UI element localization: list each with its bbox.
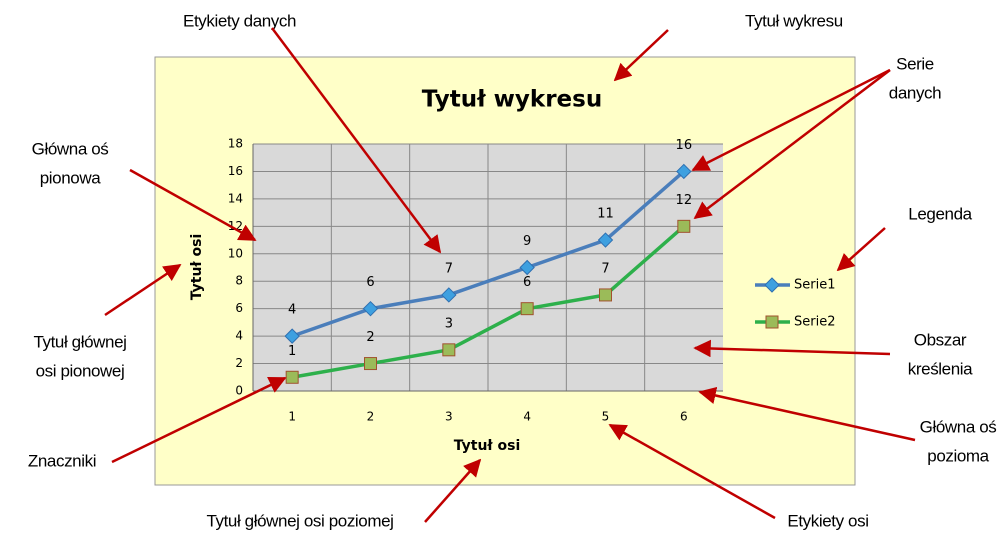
arrow	[691, 68, 891, 172]
y-tick-label: 2	[235, 356, 243, 370]
data-label: 12	[676, 193, 693, 208]
arrow	[129, 168, 257, 242]
data-marker	[677, 219, 691, 233]
annotation: Serie	[896, 54, 934, 73]
data-marker	[285, 370, 299, 384]
data-marker	[597, 232, 614, 248]
annotation: danych	[889, 83, 941, 102]
arrow	[271, 27, 442, 254]
data-label: 7	[445, 261, 453, 276]
annotation: osi pionowej	[36, 361, 125, 380]
data-marker	[599, 288, 612, 302]
y-tick-label: 6	[235, 301, 243, 315]
legend-label: Serie2	[794, 315, 835, 330]
y-tick-label: 16	[228, 164, 243, 178]
annotation: pozioma	[927, 446, 989, 465]
data-label: 9	[523, 234, 531, 249]
y-tick-label: 0	[235, 384, 243, 398]
data-marker	[519, 259, 535, 276]
annotation: Legenda	[908, 204, 972, 223]
y-tick-label: 8	[235, 274, 243, 288]
annotation: Tytuł głównej osi poziomej	[206, 511, 393, 530]
annotation: Tytuł głównej	[33, 332, 126, 351]
legend-marker	[765, 315, 779, 329]
x-tick-label: 2	[367, 410, 375, 424]
y-tick-label: 4	[235, 329, 243, 343]
arrow	[104, 263, 182, 317]
x-tick-label: 3	[445, 410, 453, 424]
series-line	[291, 225, 685, 380]
x-tick-label: 5	[602, 410, 610, 424]
annotation: Obszar	[914, 330, 967, 349]
x-tick-label: 6	[680, 410, 688, 424]
arrows	[104, 27, 916, 523]
y-tick-label: 10	[228, 246, 243, 260]
y-tick-label: 14	[228, 191, 243, 205]
annotation: Etykiety osi	[787, 511, 868, 530]
annotation: pionowa	[40, 168, 101, 187]
chart-title: Tytuł wykresu	[422, 87, 602, 113]
data-label: 3	[445, 316, 453, 331]
legend-marker	[764, 277, 780, 293]
x-tick-label: 4	[523, 410, 531, 424]
annotation: Główna oś	[920, 417, 997, 436]
data-marker	[442, 343, 456, 357]
arrow	[424, 458, 482, 523]
series-line	[291, 170, 685, 338]
arrow	[608, 423, 776, 520]
arrow	[836, 227, 886, 272]
annotation: Główna oś	[32, 139, 109, 158]
data-label: 2	[366, 330, 374, 345]
data-marker	[676, 163, 692, 180]
data-marker	[364, 357, 377, 371]
data-label: 1	[288, 344, 296, 359]
arrow	[111, 376, 287, 464]
arrow	[698, 386, 916, 442]
annotation: kreślenia	[908, 359, 973, 378]
arrow	[693, 69, 891, 220]
annotation: Etykiety danych	[183, 11, 296, 30]
annotation: Tytuł wykresu	[745, 11, 843, 30]
legend-label: Serie1	[794, 278, 835, 293]
x-axis-title: Tytuł osi	[454, 438, 521, 454]
data-label: 11	[597, 207, 614, 222]
data-marker	[520, 302, 534, 316]
data-label: 6	[523, 275, 531, 290]
data-marker	[441, 287, 457, 303]
data-label: 4	[288, 303, 296, 318]
x-tick-label: 1	[288, 410, 296, 424]
data-marker	[362, 300, 379, 317]
arrow	[613, 29, 669, 82]
data-marker	[284, 328, 300, 344]
y-tick-label: 18	[228, 137, 243, 151]
data-label: 7	[601, 261, 609, 276]
y-axis-title: Tytuł osi	[189, 234, 205, 301]
arrow	[693, 339, 891, 358]
data-label: 16	[676, 138, 693, 153]
data-label: 6	[366, 275, 374, 290]
annotation: Znaczniki	[28, 451, 96, 470]
